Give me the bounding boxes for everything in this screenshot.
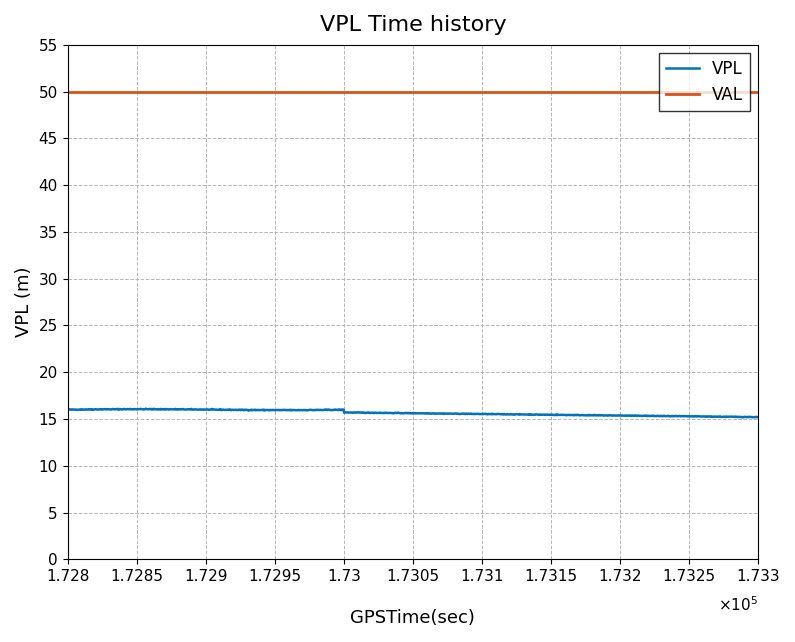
Y-axis label: VPL (m): VPL (m) bbox=[15, 267, 33, 337]
VPL bbox=[602, 412, 611, 419]
Title: VPL Time history: VPL Time history bbox=[320, 15, 506, 35]
Text: $\times 10^5$: $\times 10^5$ bbox=[718, 595, 758, 614]
VPL bbox=[537, 411, 547, 419]
VPL bbox=[368, 409, 378, 417]
Line: VPL: VPL bbox=[68, 409, 758, 417]
VPL bbox=[141, 405, 150, 413]
VPL bbox=[134, 405, 143, 413]
X-axis label: GPSTime(sec): GPSTime(sec) bbox=[351, 609, 475, 627]
Legend: VPL, VAL: VPL, VAL bbox=[659, 53, 750, 111]
VPL bbox=[615, 412, 624, 419]
VPL bbox=[63, 406, 72, 413]
VPL bbox=[343, 408, 352, 416]
VPL bbox=[748, 413, 758, 421]
VPL bbox=[754, 413, 763, 421]
